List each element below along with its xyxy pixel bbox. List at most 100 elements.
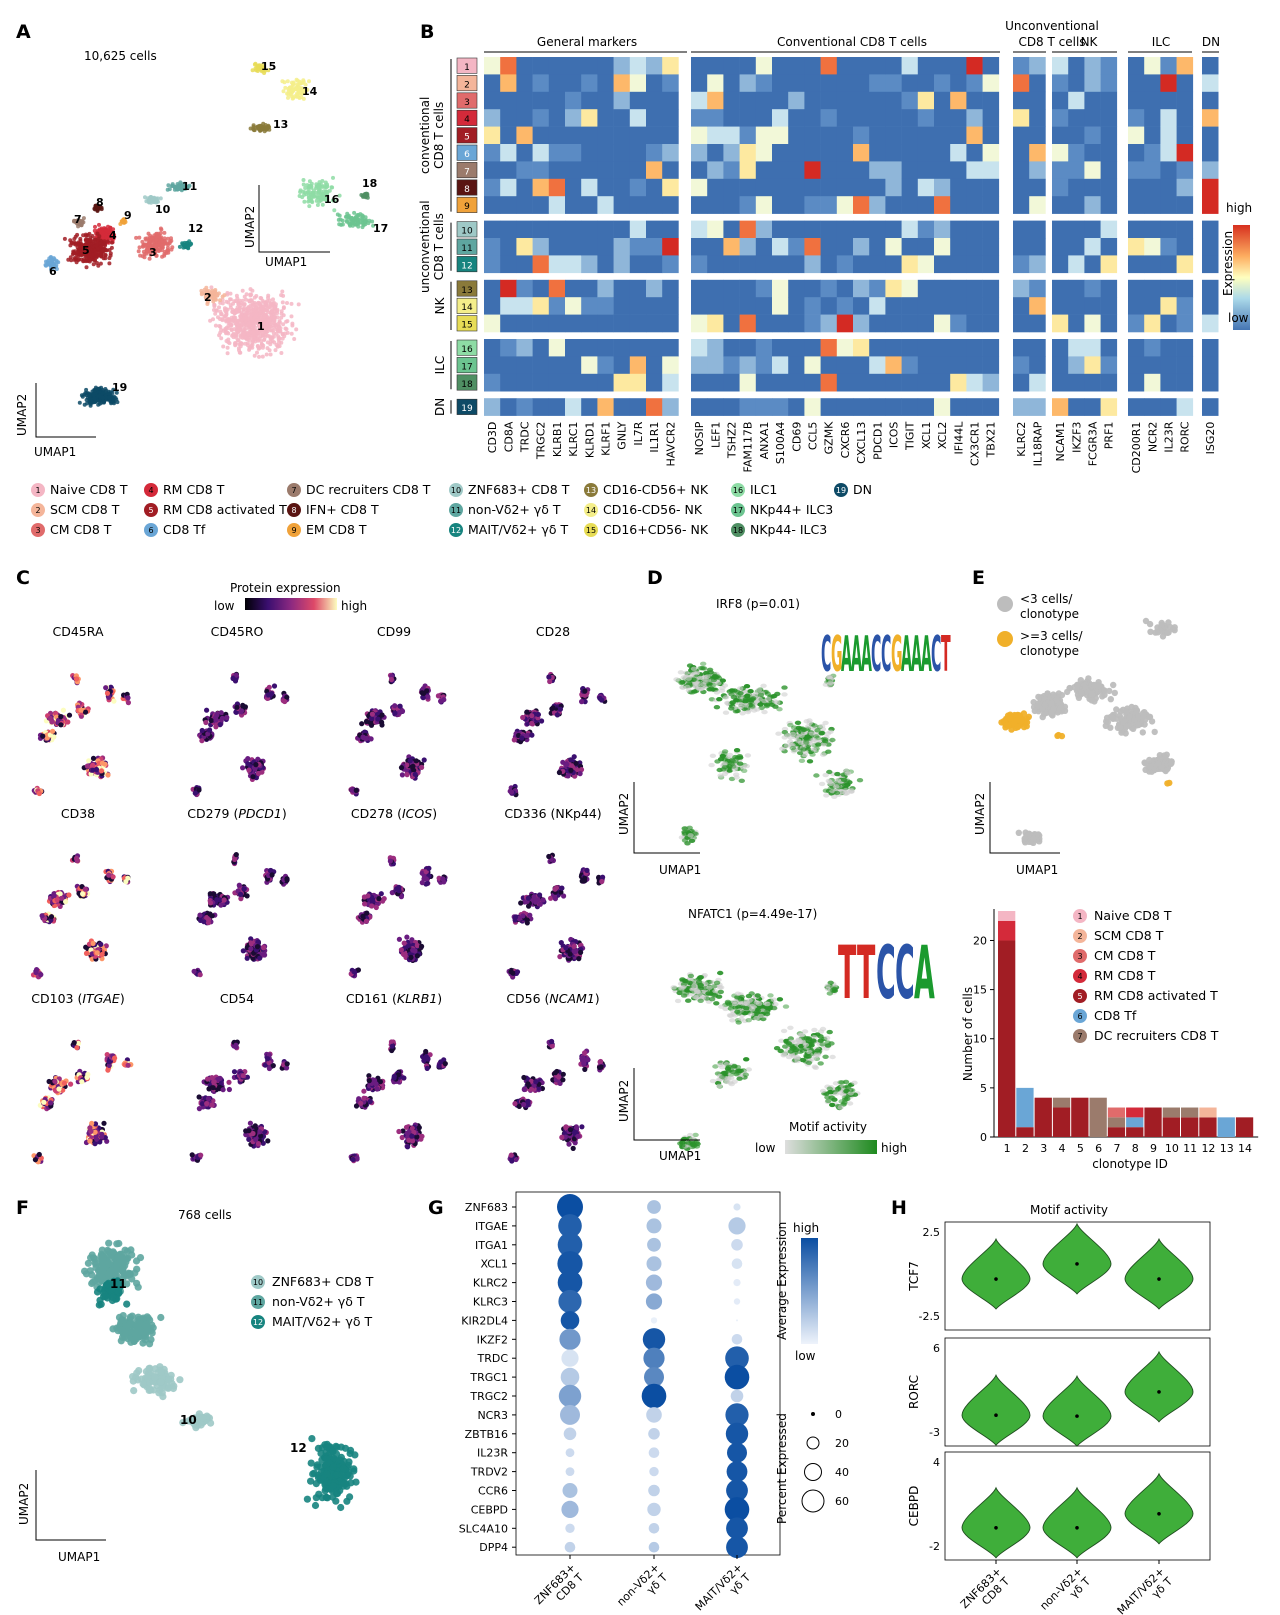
heatmap-cell (1029, 178, 1046, 197)
heatmap-cell (597, 279, 614, 298)
heatmap-cell (950, 339, 967, 357)
heatmap-cell (853, 398, 870, 416)
bar-segment (1126, 1127, 1144, 1137)
heatmap-cell (548, 314, 566, 333)
dotplot-dot (730, 1389, 744, 1403)
x-axis-label: clonotype ID (1092, 1157, 1168, 1171)
gene-label: CD200R1 (1130, 422, 1143, 474)
heatmap-cell (1144, 91, 1161, 110)
dotplot-gene-label: ITGA1 (475, 1239, 508, 1252)
motif-activity-title: Motif activity (789, 1120, 867, 1134)
heatmap-cell (1052, 255, 1069, 274)
heatmap-cell (788, 297, 805, 315)
legend-label: DN (853, 482, 872, 497)
legend-swatch-number: 3 (35, 526, 40, 535)
bar-segment (998, 920, 1016, 941)
heatmap-cell (1068, 91, 1085, 110)
motif-letter: C (876, 930, 896, 1015)
row-number: 15 (461, 321, 472, 331)
cluster-number-label: 13 (273, 118, 288, 131)
heatmap-cell (788, 373, 805, 392)
heatmap-cell (1084, 220, 1101, 239)
heatmap-cell (646, 109, 663, 127)
heatmap-cell (662, 220, 679, 239)
violin-median (994, 1413, 998, 1417)
heatmap-cell (820, 398, 838, 416)
motif-letter: C (821, 628, 831, 684)
heatmap-cell (629, 279, 647, 298)
bar-segment (1052, 1107, 1071, 1137)
heatmap-cell (613, 398, 631, 416)
heatmap-cell (1128, 109, 1145, 127)
heatmap-cell (532, 279, 550, 298)
bar-segment (1071, 1097, 1089, 1137)
heatmap-cell (516, 339, 533, 357)
heatmap-cell (755, 238, 773, 256)
heatmap-cell (646, 196, 663, 214)
gene-label: GZMK (823, 421, 836, 455)
clonotype-umap-orange (998, 710, 1033, 733)
heatmap-cell (1068, 373, 1085, 392)
x-tick-label: 13 (1220, 1142, 1234, 1155)
heatmap-cell (1013, 196, 1030, 214)
heatmap-cell (1128, 57, 1145, 75)
heatmap-cell (934, 356, 951, 375)
heatmap-cell (1144, 238, 1161, 256)
heatmap-cell (869, 196, 886, 214)
heatmap-cell (516, 398, 533, 416)
protein-plot-title: CD28 (536, 624, 570, 639)
row-number: 4 (464, 115, 470, 125)
heatmap-cell (500, 373, 517, 392)
heatmap-cell (646, 144, 663, 162)
d-umap2-1: UMAP2 (617, 793, 631, 835)
heatmap-cell (548, 109, 566, 127)
gene-label: S100A4 (774, 422, 787, 465)
heatmap-cell (788, 314, 805, 333)
heatmap-cell (1052, 91, 1069, 110)
heatmap-cell (581, 297, 598, 315)
dotplot-dot (561, 1349, 579, 1367)
avg-expression-title: Average Expression (775, 1222, 789, 1340)
heatmap-cell (581, 161, 598, 180)
heatmap-cell (755, 255, 773, 274)
heatmap-cell (723, 279, 740, 298)
heatmap-cell (934, 109, 951, 127)
heatmap-cell (707, 238, 724, 256)
heatmap-cell (1202, 314, 1219, 333)
heatmap-cell (613, 356, 631, 375)
heatmap-cell (581, 356, 598, 375)
f-cluster-c10 (129, 1363, 184, 1401)
heatmap-cell (1052, 373, 1069, 392)
heatmap-cell (772, 109, 789, 127)
e-legend-swatch (1073, 929, 1087, 943)
heatmap-cell (1084, 91, 1101, 110)
colorbar-low: low (1228, 311, 1249, 325)
dotplot-dot (642, 1328, 666, 1351)
heatmap-cell (707, 178, 724, 197)
legend-swatch-number: 19 (836, 486, 846, 495)
dotplot-dot (560, 1404, 580, 1425)
heatmap-cell (901, 91, 919, 110)
heatmap-cell (739, 398, 757, 416)
e-legend-number: 7 (1077, 1032, 1082, 1041)
cluster-c7 (72, 216, 86, 229)
heatmap-cell (982, 279, 1000, 298)
heatmap-cell (755, 57, 773, 75)
heatmap-cell (917, 178, 935, 197)
row-number: 2 (464, 80, 470, 90)
heatmap-cell (565, 398, 582, 416)
gene-label: CCL5 (807, 422, 820, 451)
panel-label-d: D (647, 567, 663, 589)
cluster-c10 (143, 195, 163, 205)
motif-letter: T (838, 930, 857, 1015)
y-axis-label: Number of cells (961, 987, 975, 1081)
heatmap-cell (1029, 238, 1046, 256)
heatmap-cell (613, 279, 631, 298)
motif-letter: A (911, 628, 922, 684)
row-number: 1 (464, 63, 470, 73)
heatmap-cell (934, 178, 951, 197)
e-legend-swatch (1073, 909, 1087, 923)
heatmap-cell (707, 144, 724, 162)
heatmap-cell (516, 373, 533, 392)
heatmap-cell (869, 356, 886, 375)
